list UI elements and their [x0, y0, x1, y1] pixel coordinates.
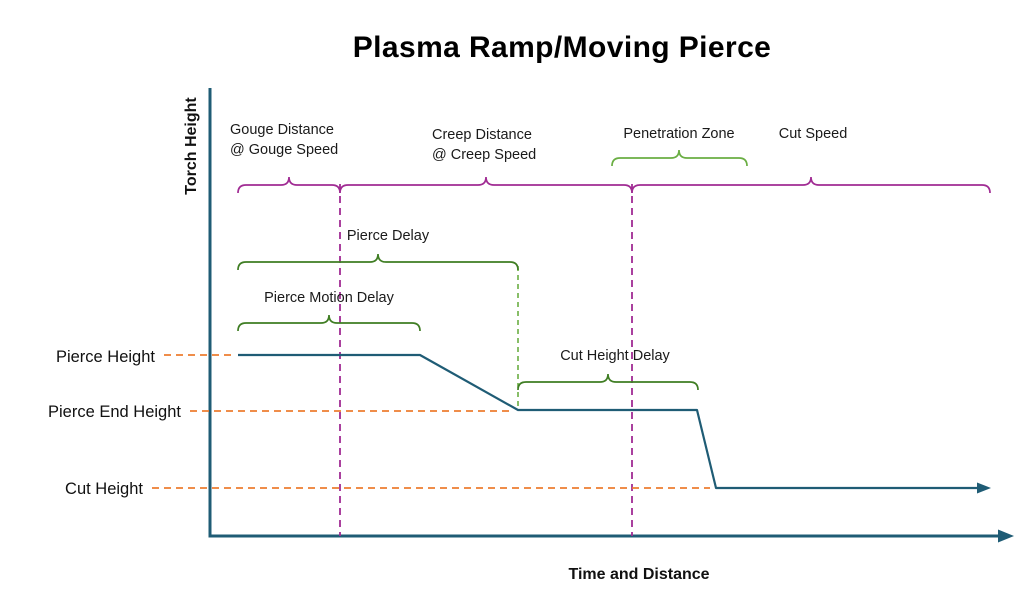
cut-height-delay-brace: [517, 373, 699, 391]
cut-speed-label: Cut Speed: [779, 126, 848, 142]
cut-height-label: Cut Height: [65, 480, 143, 498]
pierce-motion-delay-brace: [237, 314, 421, 332]
pierce-delay-label: Pierce Delay: [347, 228, 430, 244]
creep-distance-label-line1: Creep Distance: [432, 127, 532, 143]
gouge-distance-brace: [237, 176, 341, 194]
pierce-end-height-label: Pierce End Height: [48, 403, 181, 421]
gouge-distance-label-line1: Gouge Distance: [230, 122, 334, 138]
pierce-motion-delay-label: Pierce Motion Delay: [264, 290, 394, 306]
cut-speed-brace: [631, 176, 991, 194]
axes-lines: [208, 88, 1002, 538]
penetration-zone-label: Penetration Zone: [623, 126, 734, 142]
y-axis-label: Torch Height: [183, 97, 200, 195]
x-axis-arrow-icon: [998, 529, 1014, 543]
x-axis-label: Time and Distance: [568, 566, 709, 583]
torch-height-curve: [238, 353, 980, 490]
penetration-zone-brace: [611, 149, 748, 167]
curve-arrow-icon: [977, 482, 991, 494]
creep-distance-brace: [339, 176, 633, 194]
gouge-distance-label-line2: @ Gouge Speed: [230, 142, 338, 158]
pierce-height-label: Pierce Height: [56, 348, 155, 366]
pierce-delay-brace: [237, 253, 519, 271]
creep-distance-label-line2: @ Creep Speed: [432, 147, 536, 163]
cut-height-delay-label: Cut Height Delay: [560, 348, 670, 364]
page-title: Plasma Ramp/Moving Pierce: [353, 31, 772, 64]
